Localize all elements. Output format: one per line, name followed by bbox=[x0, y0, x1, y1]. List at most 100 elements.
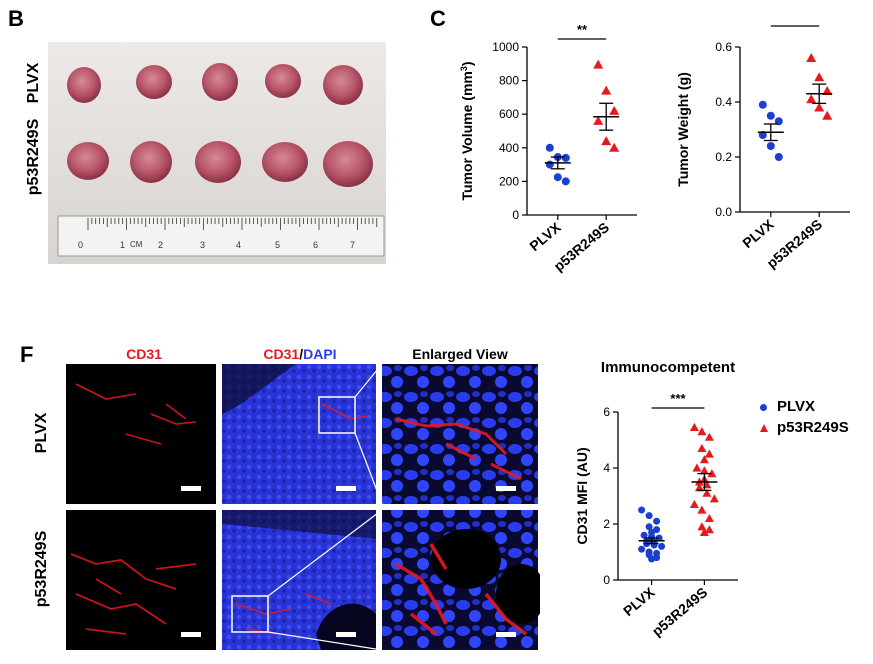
legend: PLVX p53R249S bbox=[760, 398, 849, 436]
col-label-cd31-part: CD31 bbox=[263, 346, 300, 362]
data-point bbox=[707, 469, 717, 478]
data-point bbox=[689, 422, 699, 431]
panel-c-letter: C bbox=[430, 6, 446, 31]
tumor-photo-graphic bbox=[48, 42, 386, 264]
micrograph-enlarged-p53 bbox=[382, 510, 540, 650]
data-point bbox=[553, 173, 562, 182]
data-point bbox=[822, 110, 833, 120]
data-point bbox=[648, 555, 656, 563]
micrograph-grid bbox=[66, 364, 540, 650]
data-point bbox=[822, 86, 833, 95]
y-tick-label: 0 bbox=[512, 208, 519, 222]
y-tick-label: 0.6 bbox=[715, 40, 732, 54]
data-point bbox=[704, 513, 714, 522]
data-point bbox=[774, 153, 783, 161]
data-point bbox=[814, 72, 825, 82]
y-axis-label: CD31 MFI (AU) bbox=[574, 447, 590, 544]
ruler-label-cm: CM bbox=[130, 240, 143, 249]
y-tick-label: 800 bbox=[499, 74, 519, 88]
scale-bar bbox=[181, 486, 201, 491]
significance-label: *** bbox=[670, 391, 686, 406]
tumor-row-p53 bbox=[67, 141, 373, 187]
triangle-icon bbox=[760, 424, 768, 433]
data-point bbox=[766, 142, 775, 150]
data-point bbox=[699, 527, 709, 536]
y-tick-label: 2 bbox=[603, 517, 610, 531]
y-tick-label: 1000 bbox=[492, 40, 519, 54]
data-point bbox=[601, 136, 612, 146]
data-point bbox=[758, 100, 767, 109]
ruler-label-5: 5 bbox=[275, 240, 281, 250]
data-point bbox=[697, 505, 707, 514]
y-tick-label: 200 bbox=[499, 174, 519, 188]
data-point bbox=[638, 506, 646, 514]
chart-title: Immunocompetent bbox=[601, 359, 735, 376]
ruler-label-3: 3 bbox=[200, 240, 206, 250]
data-point bbox=[709, 494, 719, 503]
data-point bbox=[697, 443, 707, 452]
data-point bbox=[645, 523, 653, 531]
data-point bbox=[593, 115, 604, 125]
data-point bbox=[561, 177, 570, 186]
data-point bbox=[694, 483, 704, 492]
data-point bbox=[814, 102, 825, 112]
tumor-photo: 0 1 CM 2 3 4 5 6 7 bbox=[48, 42, 386, 264]
y-tick-label: 600 bbox=[499, 107, 519, 121]
data-point bbox=[658, 542, 666, 550]
y-tick-label: 0 bbox=[603, 573, 610, 587]
data-point bbox=[609, 105, 620, 115]
col-label-dapi-part: DAPI bbox=[303, 346, 337, 362]
data-point bbox=[645, 512, 653, 520]
data-point bbox=[640, 531, 648, 539]
significance-label: ** bbox=[577, 22, 588, 37]
circle-icon bbox=[760, 403, 767, 411]
y-tick-label: 4 bbox=[603, 461, 610, 475]
data-point bbox=[655, 534, 663, 542]
ruler-label-1: 1 bbox=[120, 240, 126, 250]
panel-b-letter: B bbox=[8, 6, 24, 31]
scale-bar bbox=[181, 632, 201, 637]
data-point bbox=[545, 160, 554, 169]
micrograph-enlarged-plvx bbox=[382, 364, 538, 504]
col-label-slash: / bbox=[299, 346, 304, 362]
y-tick-label: 0.4 bbox=[715, 95, 732, 109]
panel-f-letter: F bbox=[20, 342, 34, 367]
data-point bbox=[774, 117, 783, 126]
data-point bbox=[593, 59, 604, 69]
legend-item-p53: p53R249S bbox=[760, 419, 849, 436]
data-point bbox=[702, 488, 712, 497]
y-tick-label: 6 bbox=[603, 405, 610, 419]
y-tick-label: 0.0 bbox=[715, 205, 732, 219]
ruler-label-4: 4 bbox=[236, 240, 242, 250]
col-label-cd31: CD31 bbox=[126, 346, 162, 362]
significance-label: * bbox=[792, 20, 798, 24]
y-tick-label: 0.2 bbox=[715, 150, 732, 164]
data-point bbox=[545, 143, 554, 152]
micrograph-merge-p53 bbox=[222, 510, 376, 650]
scale-bar bbox=[336, 632, 356, 637]
ruler-label-2: 2 bbox=[158, 240, 164, 250]
data-point bbox=[699, 466, 709, 475]
micrograph-merge-plvx bbox=[222, 364, 376, 504]
scale-bar bbox=[496, 486, 516, 491]
col-label-cd31-dapi: CD31/DAPI bbox=[222, 346, 378, 362]
x-tick-label: p53R249S bbox=[649, 584, 711, 639]
data-point bbox=[704, 449, 714, 458]
data-point bbox=[806, 94, 817, 104]
data-point bbox=[692, 463, 702, 472]
data-point bbox=[609, 142, 620, 152]
data-point bbox=[638, 545, 646, 553]
x-tick-label: PLVX bbox=[526, 219, 564, 255]
micrograph-cd31-p53 bbox=[66, 510, 216, 650]
x-tick-label: PLVX bbox=[620, 584, 658, 620]
tumor-row-plvx bbox=[67, 63, 363, 105]
y-axis-label: Tumor Weight (g) bbox=[675, 72, 691, 187]
data-point bbox=[699, 455, 709, 464]
col-label-enlarged: Enlarged View bbox=[412, 346, 508, 362]
y-axis-label: Tumor Volume (mm3) bbox=[459, 61, 475, 200]
scale-bar bbox=[336, 486, 356, 491]
data-point bbox=[601, 85, 612, 95]
data-point bbox=[689, 499, 699, 508]
